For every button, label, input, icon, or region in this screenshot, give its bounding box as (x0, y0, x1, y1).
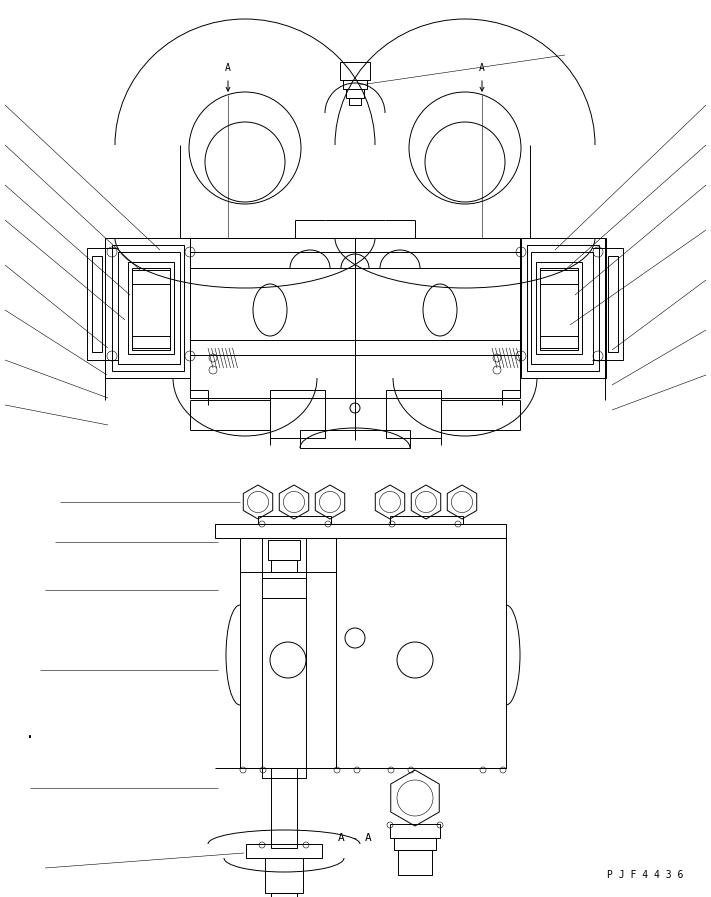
Bar (390, 824, 440, 838)
Bar (271, 893, 297, 897)
Bar (521, 238, 606, 378)
Bar (132, 336, 170, 350)
Bar (118, 252, 180, 364)
Bar (605, 248, 623, 360)
Text: P J F 4 4 3 6: P J F 4 4 3 6 (606, 870, 683, 880)
Bar (527, 245, 599, 371)
Bar (346, 89, 364, 98)
Bar (271, 560, 297, 572)
Bar (215, 524, 506, 538)
Bar (608, 256, 618, 352)
Bar (271, 768, 297, 848)
Bar (265, 858, 303, 893)
Bar (394, 838, 436, 850)
Bar (340, 62, 370, 80)
Bar (132, 268, 170, 348)
Text: ·: · (25, 729, 35, 747)
Bar (190, 238, 520, 398)
Bar (87, 248, 105, 360)
Bar (132, 270, 170, 284)
Bar (92, 256, 102, 352)
Bar (349, 98, 361, 105)
Bar (105, 238, 190, 378)
Text: A - A: A - A (338, 833, 372, 843)
Bar (540, 336, 578, 350)
Bar (240, 538, 336, 768)
Bar (262, 538, 306, 778)
Bar (128, 262, 174, 354)
Bar (540, 268, 578, 348)
Bar (112, 245, 184, 371)
Bar (336, 538, 506, 768)
Bar (270, 390, 325, 438)
Bar (540, 270, 578, 284)
Bar (398, 850, 432, 875)
Bar (386, 390, 441, 438)
Bar (268, 540, 300, 560)
Bar (390, 516, 463, 524)
Bar (536, 262, 582, 354)
Text: A: A (225, 63, 231, 73)
Text: A: A (479, 63, 485, 73)
Bar (246, 844, 322, 858)
Bar (343, 80, 367, 89)
Bar (300, 430, 410, 448)
Bar (258, 516, 331, 524)
Bar (531, 252, 593, 364)
